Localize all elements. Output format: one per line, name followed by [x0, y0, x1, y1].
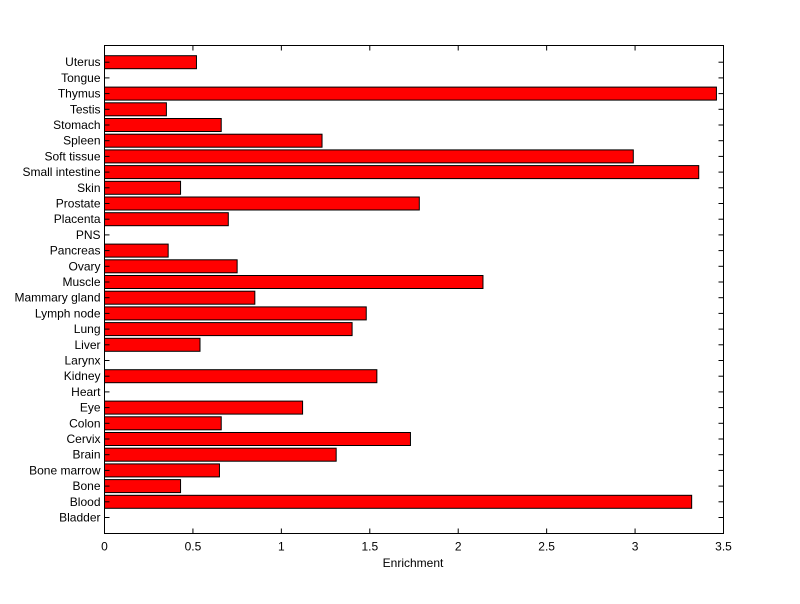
- y-tick-label: Placenta: [54, 212, 101, 226]
- y-tick-label: Bone marrow: [29, 463, 101, 477]
- x-tick-label: 3.5: [715, 540, 732, 554]
- x-tick-label: 0.5: [185, 540, 202, 554]
- y-tick-label: Thymus: [58, 87, 101, 101]
- y-tick-label: Colon: [69, 416, 100, 430]
- bar-ovary: [104, 259, 238, 274]
- bar-colon: [104, 416, 222, 431]
- bar-skin: [104, 180, 182, 195]
- y-tick-label: Bone: [72, 479, 100, 493]
- y-tick-label: PNS: [76, 228, 101, 242]
- x-tick-label: 1: [278, 540, 285, 554]
- bar-placenta: [104, 212, 229, 227]
- y-tick-label: Eye: [80, 401, 101, 415]
- bar-cervix: [104, 432, 411, 446]
- y-tick-label: Skin: [77, 181, 100, 195]
- x-tick-label: 2.5: [538, 540, 555, 554]
- bar-lung: [104, 322, 353, 337]
- y-tick-label: Muscle: [62, 275, 100, 289]
- y-tick-label: Larynx: [64, 354, 100, 368]
- y-tick-label: Ovary: [68, 259, 100, 273]
- bars-layer: [104, 55, 717, 509]
- bar-stomach: [104, 118, 222, 132]
- y-tick-label: Liver: [74, 338, 100, 352]
- bar-eye: [104, 400, 304, 415]
- y-tick-label: Heart: [71, 385, 101, 399]
- y-tick-label: Kidney: [64, 369, 101, 383]
- y-tick-label: Prostate: [56, 197, 101, 211]
- bar-small-intestine: [104, 165, 700, 180]
- y-tick-label: Pancreas: [50, 244, 101, 258]
- bar-mammary-gland: [104, 290, 256, 305]
- bar-soft-tissue: [104, 149, 634, 164]
- bar-brain: [104, 447, 337, 462]
- y-tick-label: Lymph node: [35, 306, 101, 320]
- y-tick-label: Testis: [70, 102, 101, 116]
- y-tick-label: Brain: [72, 448, 100, 462]
- y-tick-label: Lung: [74, 322, 101, 336]
- x-tick-label: 0: [101, 540, 108, 554]
- y-tick-label: Soft tissue: [44, 149, 100, 163]
- bar-liver: [104, 337, 201, 352]
- y-tick-label: Bladder: [59, 511, 100, 525]
- bar-uterus: [104, 55, 197, 70]
- bar-thymus: [104, 86, 717, 101]
- bar-bone: [104, 479, 182, 494]
- y-tick-label: Small intestine: [22, 165, 100, 179]
- x-tick-label: 3: [632, 540, 639, 554]
- x-tick-label: 2: [455, 540, 462, 554]
- bar-lymph-node: [104, 306, 367, 321]
- bar-kidney: [104, 369, 378, 384]
- y-tick-label: Stomach: [53, 118, 100, 132]
- bar-muscle: [104, 275, 484, 289]
- bar-spleen: [104, 133, 323, 148]
- y-tick-label: Spleen: [63, 134, 100, 148]
- y-tick-label: Cervix: [66, 432, 100, 446]
- plot-frame: [104, 45, 724, 534]
- bar-testis: [104, 102, 167, 117]
- bar-prostate: [104, 196, 420, 211]
- y-tick-label: Uterus: [65, 55, 100, 69]
- y-tick-label: Blood: [70, 495, 101, 509]
- bar-bone-marrow: [104, 463, 220, 478]
- y-tick-label: Mammary gland: [14, 291, 100, 305]
- x-tick-label: 1.5: [361, 540, 378, 554]
- x-axis-label: Enrichment: [383, 556, 444, 570]
- bar-blood: [104, 494, 693, 509]
- y-tick-label: Tongue: [61, 71, 101, 85]
- bar-pancreas: [104, 243, 169, 258]
